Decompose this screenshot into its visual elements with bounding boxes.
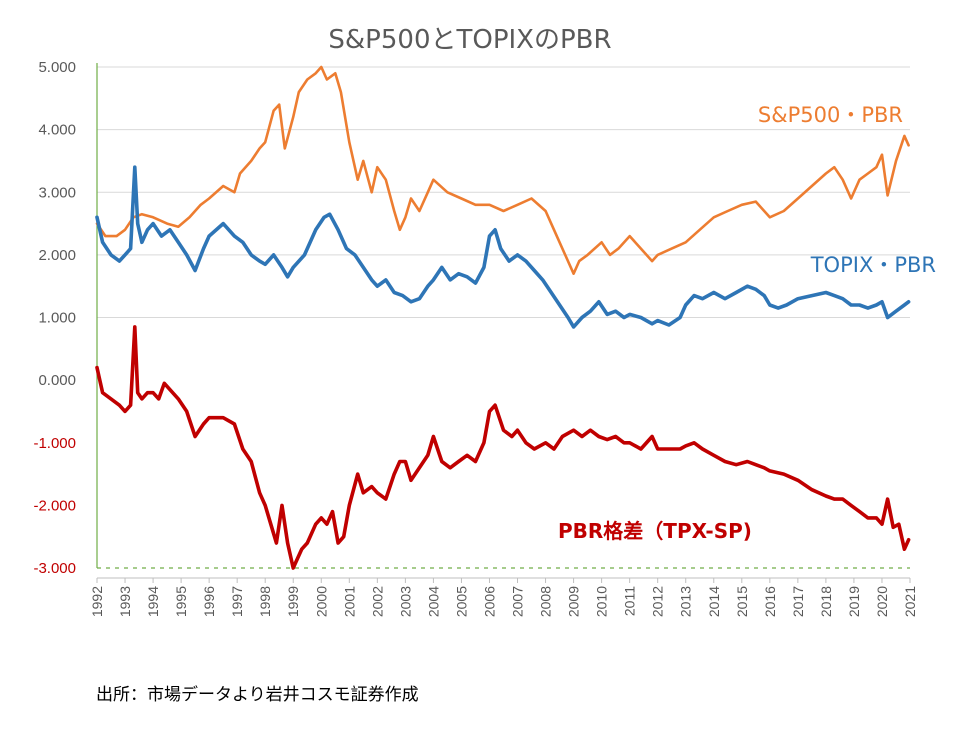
x-tick-label: 2005 (453, 586, 469, 617)
x-tick-label: 2002 (369, 586, 385, 617)
x-tick-label: 1994 (145, 586, 161, 617)
x-tick-label: 2004 (425, 586, 441, 617)
x-tick-label: 1999 (285, 586, 301, 617)
source-note: 出所：市場データより岩井コスモ証券作成 (96, 685, 419, 705)
x-tick-label: 2000 (313, 586, 329, 617)
axes (96, 63, 910, 579)
x-tick-label: 1993 (117, 586, 133, 617)
x-tick-label: 2014 (706, 586, 722, 617)
x-tick-label: 2012 (650, 586, 666, 617)
x-tick-label: 2021 (902, 586, 918, 617)
x-tick-label: 2003 (397, 586, 413, 617)
y-tick-label: -3.000 (33, 560, 76, 577)
series-line-sp500 (95, 65, 910, 275)
x-tick-label: 2018 (818, 586, 834, 617)
x-tick-label: 2013 (678, 586, 694, 617)
series-line-pbr-spread (95, 325, 911, 570)
y-tick-label: -2.000 (33, 497, 76, 514)
x-tick-label: 2006 (481, 586, 497, 617)
y-tick-label: -1.000 (33, 435, 76, 452)
x-tick-label: 2001 (341, 586, 357, 617)
y-tick-label: 0.000 (38, 372, 76, 389)
series-lines (95, 65, 911, 570)
series-label-sp500: S&P500・PBR (758, 103, 903, 127)
x-tick-label: 2011 (622, 586, 638, 616)
x-tick-label: 1996 (201, 586, 217, 617)
x-tick-label: 2019 (846, 586, 862, 617)
y-axis-ticks: 5.000 4.000 3.000 2.000 1.000 0.000 -1.000 -2.0… (33, 59, 76, 577)
y-tick-label: 3.000 (38, 184, 76, 201)
x-tick-label: 2015 (734, 586, 750, 617)
x-tick-label: 2016 (762, 586, 778, 617)
y-tick-label: 5.000 (38, 59, 76, 76)
chart-title: S&P500とTOPIXのPBR (328, 25, 611, 55)
x-tick-label: 2008 (538, 586, 554, 617)
x-tick-label: 2007 (510, 586, 526, 617)
x-tick-label: 1995 (173, 586, 189, 617)
series-line-topix (95, 165, 911, 329)
x-tick-label: 2020 (874, 586, 890, 617)
y-tick-label: 2.000 (38, 247, 76, 264)
x-tick-label: 1998 (257, 586, 273, 617)
x-tick-label: 2009 (566, 586, 582, 617)
series-label-topix: TOPIX・PBR (810, 253, 936, 277)
y-tick-label: 4.000 (38, 122, 76, 139)
x-tick-label: 2010 (594, 586, 610, 617)
x-axis-ticks: 1992 1993 1994 1995 1996 1997 1998 1999 2000 2001… (89, 578, 918, 617)
x-tick-label: 2017 (790, 586, 806, 617)
series-label-pbr-spread: PBR格差（TPX-SP) (558, 519, 752, 543)
y-tick-label: 1.000 (38, 310, 76, 327)
x-tick-label: 1997 (229, 586, 245, 617)
x-tick-label: 1992 (89, 586, 105, 617)
